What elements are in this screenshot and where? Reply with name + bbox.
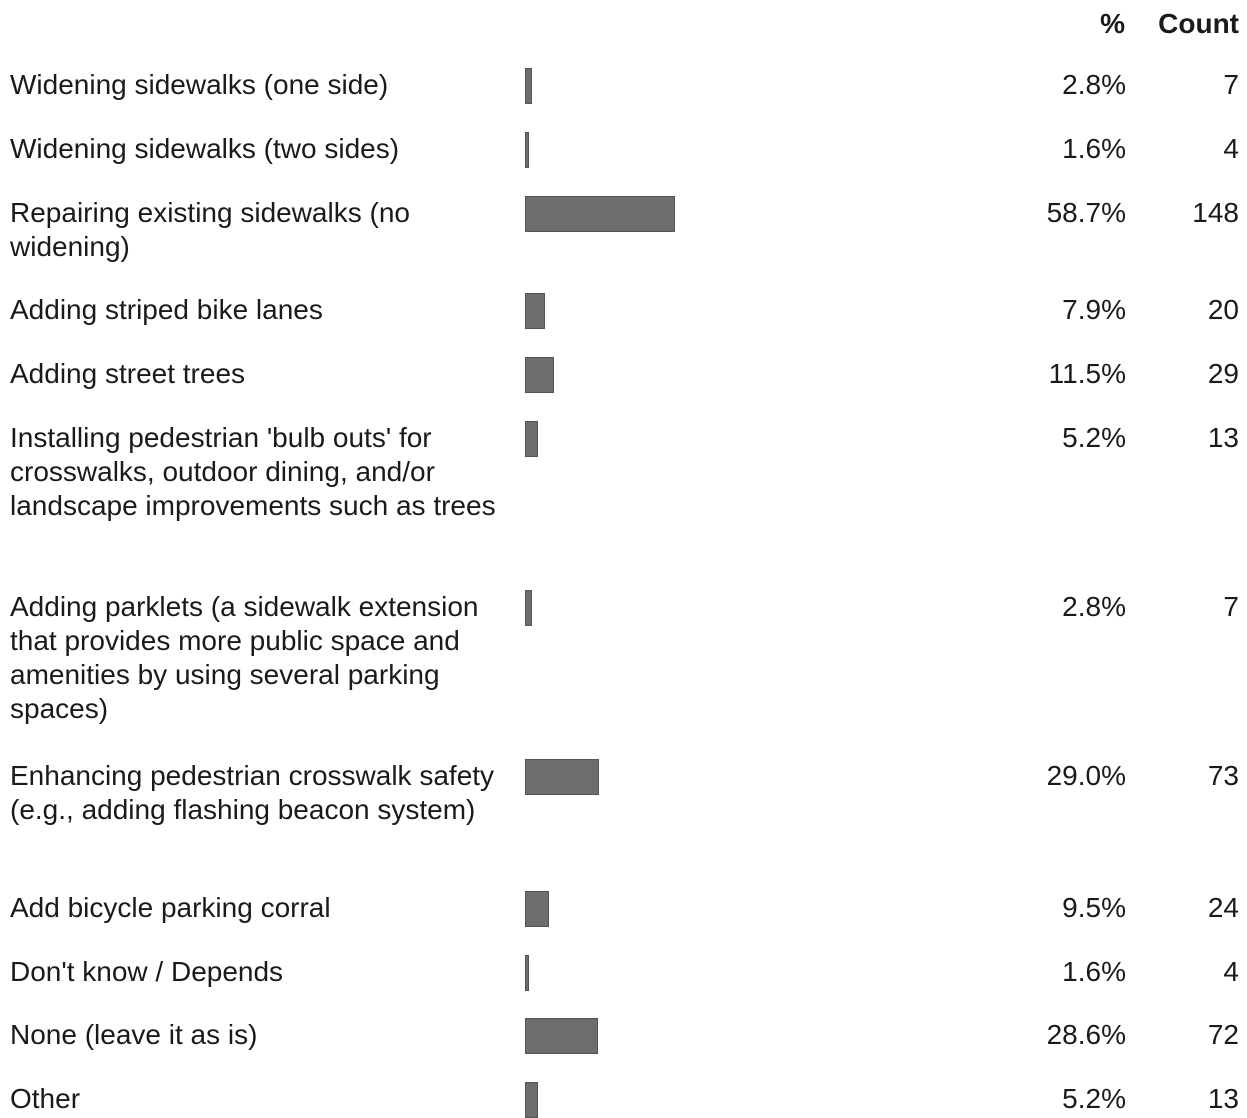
count-value: 73: [1207, 760, 1239, 791]
row-label: Widening sidewalks (one side): [10, 69, 389, 100]
count-value: 24: [1207, 892, 1239, 923]
percent-value: 28.6%: [1046, 1019, 1126, 1050]
bar: [525, 196, 675, 232]
bar: [525, 357, 555, 393]
percent-value: 9.5%: [1062, 892, 1126, 923]
row-label: None (leave it as is): [10, 1019, 258, 1050]
row-label: Widening sidewalks (two sides): [10, 133, 400, 164]
count-value: 4: [1223, 956, 1239, 987]
bar: [525, 891, 550, 927]
bar: [525, 955, 530, 991]
count-value: 29: [1207, 358, 1239, 389]
percent-value: 29.0%: [1046, 760, 1126, 791]
percent-value: 7.9%: [1062, 294, 1126, 325]
count-value: 148: [1192, 197, 1239, 228]
count-value: 7: [1223, 591, 1239, 622]
percent-value: 2.8%: [1062, 591, 1126, 622]
percent-value: 1.6%: [1062, 956, 1126, 987]
count-value: 4: [1223, 133, 1239, 164]
count-value: 7: [1223, 69, 1239, 100]
row-label: Adding striped bike lanes: [10, 294, 323, 325]
row-label: Adding parklets (a sidewalk extension th…: [10, 591, 479, 724]
row-label: Add bicycle parking corral: [10, 892, 331, 923]
percent-column-header: %: [1100, 8, 1125, 39]
bar: [525, 68, 533, 104]
count-value: 13: [1207, 422, 1239, 453]
percent-value: 5.2%: [1062, 1083, 1126, 1114]
bar: [525, 132, 530, 168]
percent-value: 11.5%: [1048, 358, 1126, 389]
percent-value: 2.8%: [1062, 69, 1126, 100]
bar: [525, 759, 600, 795]
count-value: 20: [1207, 294, 1239, 325]
bar: [525, 1082, 539, 1118]
bar: [525, 590, 533, 626]
count-value: 72: [1207, 1019, 1239, 1050]
row-label: Repairing existing sidewalks (no widenin…: [10, 197, 410, 262]
percent-value: 5.2%: [1062, 422, 1126, 453]
bar: [525, 1018, 599, 1054]
row-label: Other: [10, 1083, 81, 1114]
count-column-header: Count: [1158, 8, 1239, 39]
bar: [525, 293, 546, 329]
row-label: Adding street trees: [10, 358, 246, 389]
percent-value: 58.7%: [1046, 197, 1126, 228]
row-label: Installing pedestrian 'bulb outs' for cr…: [10, 422, 496, 521]
percent-value: 1.6%: [1062, 133, 1126, 164]
count-value: 13: [1207, 1083, 1239, 1114]
bar: [525, 421, 539, 457]
row-label: Don't know / Depends: [10, 956, 284, 987]
row-label: Enhancing pedestrian crosswalk safety (e…: [10, 760, 495, 825]
